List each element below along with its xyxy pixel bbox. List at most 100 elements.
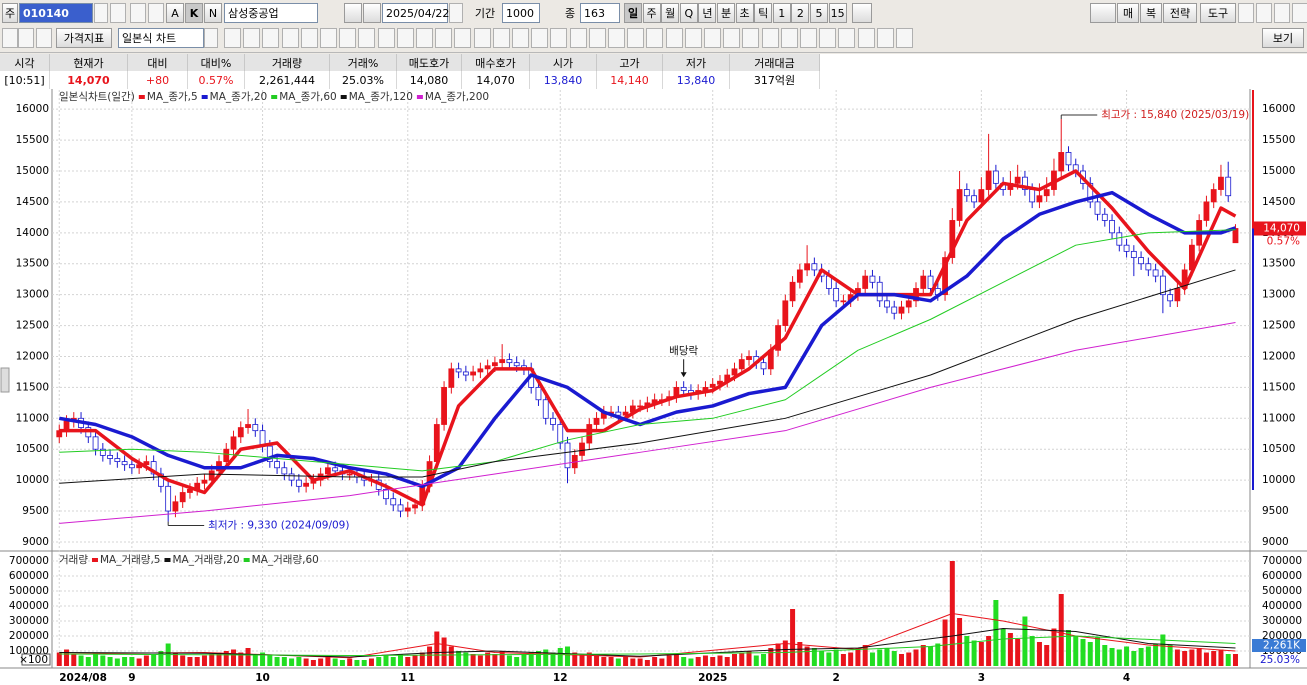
window-icon[interactable] [1292, 3, 1307, 23]
drawing-tool[interactable] [627, 28, 645, 48]
drawing-tool[interactable] [300, 28, 318, 48]
drawing-tool[interactable] [281, 28, 299, 48]
right-button[interactable]: 복 [1140, 3, 1162, 23]
drawing-tool[interactable] [761, 28, 779, 48]
drawing-tool[interactable] [723, 28, 741, 48]
y-tick-label: 500000 [1262, 585, 1302, 597]
style-dropdown[interactable] [204, 28, 218, 48]
cloud-button[interactable] [1090, 3, 1116, 23]
stock-name[interactable]: 삼성중공업 [224, 3, 318, 23]
nav-button[interactable] [344, 3, 362, 23]
tool-icon[interactable] [148, 3, 164, 23]
drawing-tool[interactable] [608, 28, 625, 48]
drawing-tool[interactable] [588, 28, 606, 48]
tool-icon[interactable] [2, 28, 18, 48]
period-button[interactable]: Q [679, 3, 698, 23]
drawing-tool[interactable] [339, 28, 357, 48]
volume-bar [819, 651, 825, 666]
date-input[interactable]: 2025/04/22 [382, 3, 449, 23]
tool-icon[interactable] [36, 28, 52, 48]
candle-body [143, 461, 150, 466]
right-button[interactable]: 전략 [1163, 3, 1197, 23]
period-button[interactable]: 일 [624, 3, 642, 23]
date-dropdown[interactable] [449, 3, 463, 23]
indicator-button[interactable]: 가격지표 [56, 28, 112, 48]
chart-style[interactable]: 일본식 차트 [118, 28, 204, 48]
view-button[interactable]: 보기 [1262, 28, 1304, 48]
drawing-tool[interactable] [358, 28, 376, 48]
mode-button[interactable]: K [185, 3, 203, 23]
drawing-tool[interactable] [243, 28, 261, 48]
candle-body [266, 445, 273, 462]
period-button[interactable]: 분 [717, 3, 735, 23]
drawing-tool[interactable] [512, 28, 529, 48]
volume-bar [804, 646, 810, 666]
drawing-tool[interactable] [262, 28, 280, 48]
right-button[interactable]: 도구 [1200, 3, 1236, 23]
period-input[interactable]: 1000 [502, 3, 540, 23]
drawing-tool[interactable] [550, 28, 568, 48]
drawing-tool[interactable] [492, 28, 510, 48]
stock-code[interactable]: 010140 [19, 3, 93, 23]
period-button[interactable]: 주 [642, 3, 661, 23]
right-button[interactable]: 매 [1117, 3, 1139, 23]
tool-icon[interactable] [130, 3, 146, 23]
period-button[interactable]: 1 [772, 3, 791, 23]
drawing-tool[interactable] [646, 28, 664, 48]
volume-bar [238, 652, 244, 666]
drawing-tool[interactable] [377, 28, 395, 48]
candle-body [484, 365, 491, 370]
candle-body [542, 399, 549, 419]
candle-body [201, 479, 208, 484]
volume-bar [107, 657, 113, 666]
period-button[interactable]: 년 [698, 3, 717, 23]
drawing-tool[interactable] [896, 28, 913, 48]
market-label[interactable]: 주 [2, 3, 18, 23]
y-tick-label: 16000 [16, 103, 49, 115]
drawing-tool[interactable] [416, 28, 433, 48]
window-icon[interactable] [1256, 3, 1272, 23]
period-button[interactable]: 15 [828, 3, 847, 23]
period-button[interactable]: 틱 [754, 3, 773, 23]
mode-button[interactable]: N [204, 3, 222, 23]
currency-button[interactable] [852, 3, 872, 23]
drawing-tool[interactable] [224, 28, 241, 48]
period-button[interactable]: 5 [810, 3, 828, 23]
drawing-tool[interactable] [320, 28, 337, 48]
drawing-tool[interactable] [819, 28, 837, 48]
drawing-tool[interactable] [800, 28, 817, 48]
candle-body [738, 359, 745, 370]
code-dropdown[interactable] [94, 3, 108, 23]
period-button[interactable]: 2 [791, 3, 810, 23]
drawing-tool[interactable] [742, 28, 760, 48]
drawing-tool[interactable] [876, 28, 894, 48]
period-button[interactable]: 초 [735, 3, 754, 23]
window-icon[interactable] [1238, 3, 1254, 23]
volume-bar [427, 646, 433, 666]
nav-button[interactable] [363, 3, 381, 23]
candle-body [586, 424, 593, 444]
volume-bar [485, 652, 491, 666]
drawing-tool[interactable] [396, 28, 414, 48]
tool-icon[interactable] [18, 28, 34, 48]
drawing-tool[interactable] [857, 28, 875, 48]
drawing-tool[interactable] [684, 28, 702, 48]
drawing-tool[interactable] [531, 28, 549, 48]
window-icon[interactable] [1274, 3, 1290, 23]
drawing-tool[interactable] [665, 28, 683, 48]
tool-icon[interactable] [110, 3, 126, 23]
drawing-tool[interactable] [569, 28, 587, 48]
mode-button[interactable]: A [166, 3, 184, 23]
candle-body [114, 458, 121, 462]
period-button[interactable]: 월 [661, 3, 680, 23]
info-header: 저가 [663, 54, 730, 71]
drawing-tool[interactable] [454, 28, 472, 48]
info-value: 14,070 [50, 71, 128, 89]
candle-body [223, 448, 230, 462]
drawing-tool[interactable] [473, 28, 491, 48]
drawing-tool[interactable] [435, 28, 453, 48]
drawing-tool[interactable] [780, 28, 798, 48]
drawing-tool[interactable] [838, 28, 856, 48]
count-input[interactable]: 163 [580, 3, 620, 23]
drawing-tool[interactable] [704, 28, 721, 48]
